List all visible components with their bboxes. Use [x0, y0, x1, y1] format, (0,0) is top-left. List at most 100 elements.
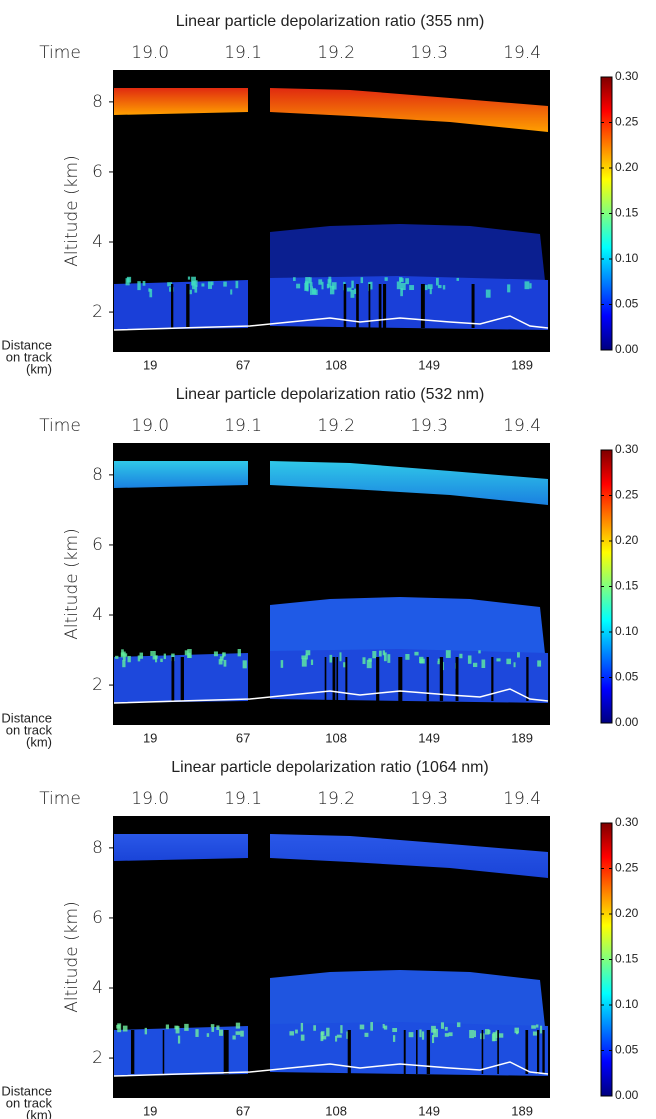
- x-bottom-label: on track: [6, 1095, 53, 1110]
- gap-strip: [368, 284, 371, 328]
- speckle: [360, 277, 364, 284]
- speckle: [167, 282, 173, 287]
- speckle: [369, 281, 373, 290]
- data-gap: [248, 443, 270, 725]
- speckle: [210, 1024, 215, 1028]
- colorbar-tick-label: 0.30: [615, 442, 639, 456]
- gap-strip: [336, 657, 339, 701]
- speckle: [445, 650, 451, 658]
- speckle: [400, 288, 403, 297]
- x-bottom-label: Distance: [1, 337, 52, 352]
- speckle: [444, 1033, 449, 1037]
- speckle: [235, 1031, 241, 1035]
- x-tick-label: 19.4: [503, 789, 541, 809]
- speckle: [440, 1022, 444, 1029]
- speckle: [383, 652, 387, 662]
- speckle: [192, 280, 196, 290]
- speckle: [364, 1032, 369, 1037]
- speckle: [184, 1023, 189, 1031]
- y-tick-label: 6: [92, 162, 103, 182]
- speckle: [382, 650, 385, 656]
- y-tick-label: 4: [92, 978, 103, 998]
- x-tick-label: 19.0: [131, 789, 169, 809]
- y-tick-label: 4: [92, 232, 103, 252]
- gap-strip: [347, 1030, 351, 1074]
- speckle: [320, 1031, 325, 1036]
- speckle: [115, 655, 119, 659]
- speckle: [515, 1031, 519, 1035]
- boundary-layer: [270, 649, 548, 703]
- y-tick-label: 2: [92, 302, 103, 322]
- speckle: [491, 1033, 496, 1042]
- distance-tick-label: 67: [236, 357, 250, 372]
- speckle: [514, 1027, 519, 1034]
- speckle: [424, 284, 428, 291]
- ground-line: [113, 315, 549, 331]
- ground-line: [113, 688, 549, 704]
- colorbar-tick-label: 0.15: [615, 952, 639, 966]
- colorbar-tick-label: 0.10: [615, 251, 639, 265]
- gap-strip: [332, 657, 336, 701]
- speckle: [473, 1030, 476, 1038]
- speckle: [405, 654, 410, 660]
- boundary-layer: [114, 1026, 248, 1076]
- speckle: [444, 1026, 448, 1031]
- speckle: [531, 1025, 536, 1029]
- cirrus-layer: [114, 461, 248, 488]
- gap-strip: [130, 1030, 135, 1074]
- speckle: [485, 1029, 490, 1035]
- speckle: [310, 659, 314, 665]
- x-bottom-label: on track: [6, 722, 53, 737]
- speckle: [300, 1034, 305, 1041]
- gap-strip: [421, 284, 425, 328]
- speckle: [405, 278, 409, 285]
- boundary-layer: [270, 1022, 548, 1076]
- speckle: [139, 652, 144, 659]
- distance-tick-label: 67: [236, 1103, 250, 1118]
- speckle: [309, 277, 312, 283]
- speckle: [506, 658, 511, 665]
- speckle: [211, 281, 214, 286]
- y-tick-label: 2: [92, 1048, 103, 1068]
- distance-tick-label: 149: [418, 357, 440, 372]
- speckle: [165, 1024, 170, 1030]
- gap-strip: [426, 657, 429, 701]
- cirrus-layer: [270, 88, 548, 132]
- distance-tick-label: 19: [143, 1103, 157, 1118]
- x-top-label: Time: [39, 43, 81, 63]
- speckle: [177, 1035, 181, 1044]
- speckle: [529, 283, 532, 289]
- gap-strip: [455, 657, 459, 701]
- distance-tick-label: 108: [325, 357, 347, 372]
- speckle: [218, 659, 223, 665]
- speckle: [305, 650, 311, 656]
- speckle: [351, 280, 354, 289]
- x-top-label: Time: [39, 416, 81, 436]
- speckle: [536, 1024, 539, 1028]
- x-tick-label: 19.2: [317, 416, 355, 436]
- speckle: [437, 661, 442, 665]
- colorbar-tick-label: 0.05: [615, 670, 639, 684]
- distance-tick-label: 189: [511, 1103, 533, 1118]
- gap-strip: [343, 284, 347, 328]
- speckle: [336, 1034, 342, 1038]
- gap-strip: [398, 657, 401, 701]
- x-tick-label: 19.1: [224, 789, 262, 809]
- speckle: [409, 285, 415, 291]
- speckle: [329, 285, 335, 295]
- speckle: [495, 1030, 498, 1039]
- boundary-layer: [270, 276, 548, 330]
- chart-title: Linear particle depolarization ratio (35…: [176, 13, 485, 30]
- speckle: [310, 286, 314, 295]
- x-tick-label: 19.0: [131, 43, 169, 63]
- speckle: [321, 1035, 327, 1040]
- speckle: [419, 656, 424, 664]
- gap-strip: [379, 284, 382, 328]
- gap-strip: [471, 284, 475, 328]
- speckle: [448, 1032, 453, 1037]
- chart-title: Linear particle depolarization ratio (10…: [171, 759, 489, 776]
- speckle: [384, 277, 388, 281]
- data-gap: [248, 70, 270, 352]
- speckle: [362, 657, 366, 665]
